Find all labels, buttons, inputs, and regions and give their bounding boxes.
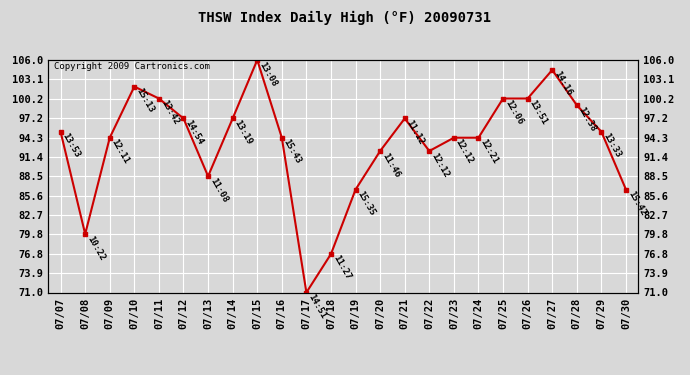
Text: 13:51: 13:51 (528, 99, 549, 126)
Text: 13:53: 13:53 (61, 132, 82, 159)
Text: 10:22: 10:22 (85, 234, 106, 262)
Text: 13:33: 13:33 (602, 132, 622, 159)
Text: 14:54: 14:54 (184, 118, 205, 146)
Text: 12:12: 12:12 (454, 138, 475, 165)
Text: 11:12: 11:12 (405, 118, 426, 146)
Text: 11:46: 11:46 (380, 151, 402, 179)
Text: 13:42: 13:42 (159, 99, 180, 126)
Text: 12:38: 12:38 (577, 105, 598, 133)
Text: 15:42: 15:42 (626, 189, 647, 217)
Text: 12:06: 12:06 (503, 99, 524, 126)
Text: 12:21: 12:21 (478, 138, 500, 165)
Text: Copyright 2009 Cartronics.com: Copyright 2009 Cartronics.com (55, 62, 210, 71)
Text: 13:19: 13:19 (233, 118, 254, 146)
Text: 13:08: 13:08 (257, 60, 279, 88)
Text: 11:27: 11:27 (331, 254, 352, 282)
Text: 15:43: 15:43 (282, 138, 303, 165)
Text: 12:11: 12:11 (110, 138, 131, 165)
Text: 14:51: 14:51 (306, 292, 328, 320)
Text: 14:16: 14:16 (552, 70, 573, 98)
Text: 15:35: 15:35 (355, 189, 377, 217)
Text: 11:08: 11:08 (208, 176, 229, 204)
Text: 12:12: 12:12 (429, 151, 451, 179)
Text: 15:13: 15:13 (135, 87, 155, 114)
Text: THSW Index Daily High (°F) 20090731: THSW Index Daily High (°F) 20090731 (199, 11, 491, 26)
